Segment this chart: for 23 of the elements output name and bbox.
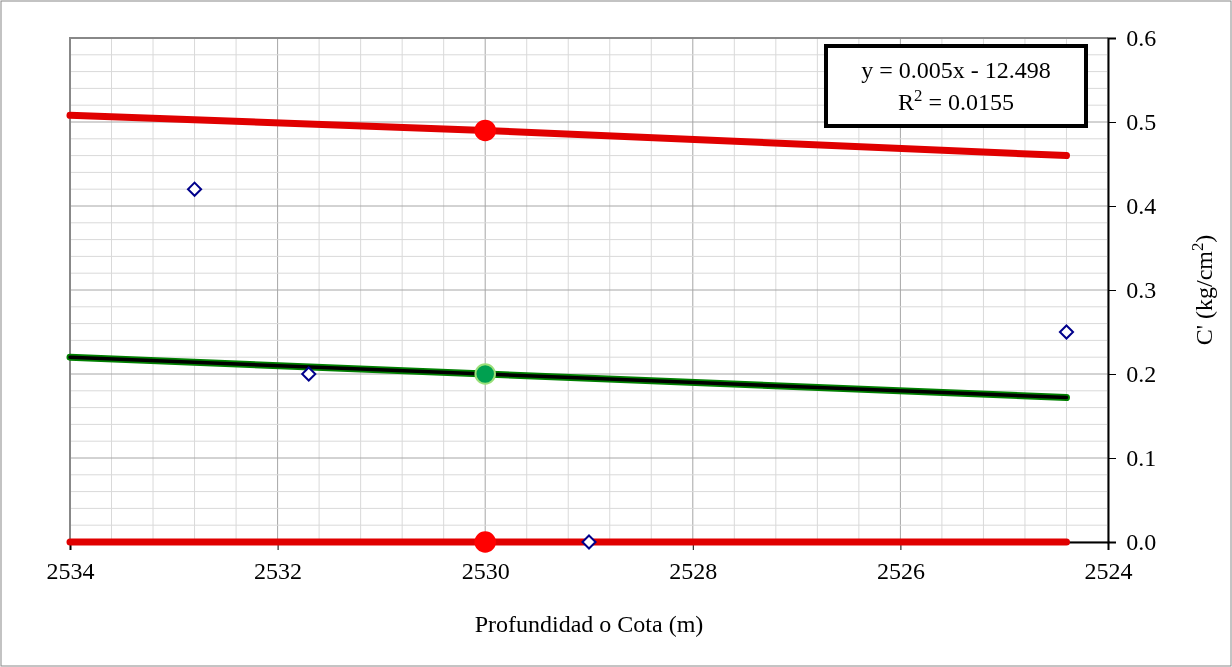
point bbox=[474, 363, 496, 385]
y-tick-label: 0.3 bbox=[1126, 277, 1157, 304]
y-tick-label: 0.1 bbox=[1126, 445, 1157, 472]
y-tick-label: 0.6 bbox=[1126, 25, 1157, 52]
y-tick-label: 0.2 bbox=[1126, 361, 1157, 388]
y-tick-label: 0.5 bbox=[1126, 109, 1157, 136]
point bbox=[1058, 324, 1075, 340]
x-tick-label: 2528 bbox=[669, 558, 718, 585]
x-tick-label: 2526 bbox=[876, 558, 925, 585]
point bbox=[581, 534, 597, 550]
point bbox=[301, 366, 317, 382]
x-tick-label: 2532 bbox=[254, 558, 303, 585]
x-tick-label: 2524 bbox=[1084, 558, 1133, 585]
point bbox=[474, 119, 496, 142]
x-tick-label: 2530 bbox=[461, 558, 510, 585]
annotation: R$^{2}$ = 0.0155 bbox=[898, 85, 1014, 115]
x-tick-label: 2534 bbox=[46, 558, 95, 585]
annotation: y = 0.005x - 12.498 bbox=[861, 57, 1051, 83]
point bbox=[474, 531, 496, 553]
y-tick-label: 0.4 bbox=[1126, 193, 1157, 220]
point bbox=[186, 181, 203, 197]
x-axis-title: Profundidad o Cota (m) bbox=[474, 611, 704, 637]
y-tick-label: 0.0 bbox=[1126, 529, 1157, 556]
